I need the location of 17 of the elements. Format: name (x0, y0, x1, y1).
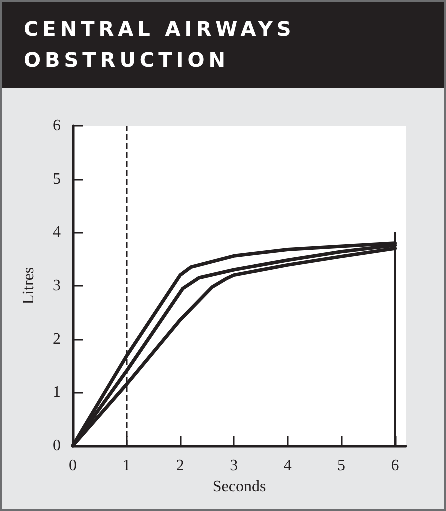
x-tick-label: 1 (122, 458, 131, 474)
chart-title: CENTRAL AIRWAYS OBSTRUCTION (2, 2, 444, 88)
x-axis-title: Seconds (212, 478, 266, 496)
y-tick-label: 1 (53, 384, 61, 402)
y-tick-label: 0 (53, 438, 61, 454)
x-tick-label: 3 (230, 458, 238, 474)
y-tick-label: 2 (53, 330, 61, 348)
y-tick-label: 4 (53, 224, 61, 242)
x-tick-label: 4 (284, 458, 292, 474)
y-axis-title: Litres (20, 267, 38, 305)
x-tick-label: 0 (69, 458, 77, 474)
x-tick-label: 5 (338, 458, 346, 474)
y-tick-label: 3 (53, 278, 61, 294)
y-tick-label: 5 (53, 170, 61, 188)
x-tick-label: 2 (176, 458, 184, 474)
x-tick-label: 6 (391, 458, 400, 474)
y-tick-label: 6 (53, 118, 61, 134)
